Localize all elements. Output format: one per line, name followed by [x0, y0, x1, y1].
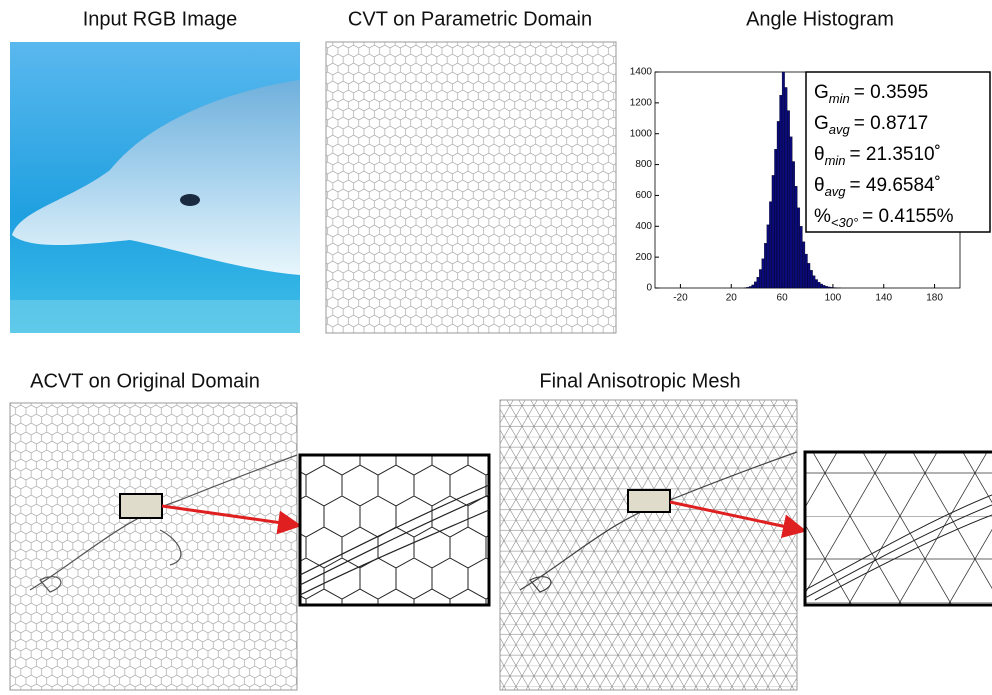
stat-subscript: min: [829, 91, 850, 106]
stat-subscript: <30°: [831, 215, 858, 230]
y-tick-label: 600: [635, 190, 652, 201]
stat-symbol: G: [814, 113, 829, 134]
x-tick-label: 140: [875, 293, 892, 304]
stat-value: = 0.8717: [854, 113, 929, 134]
bar: [772, 175, 775, 288]
stat-symbol: θ: [814, 144, 825, 165]
y-tick-label: 1000: [630, 128, 653, 139]
bar: [747, 287, 750, 288]
chart-title: Angle Histogram: [746, 8, 894, 30]
y-tick-label: 200: [635, 252, 652, 263]
y-tick-label: 800: [635, 159, 652, 170]
bar: [815, 280, 818, 288]
acvt-mesh: [10, 403, 489, 690]
bar: [797, 208, 800, 288]
bar: [802, 242, 805, 288]
stat-subscript: min: [825, 153, 846, 168]
stat-value: = 21.3510˚: [850, 144, 941, 165]
final-mesh: [500, 400, 992, 690]
bar: [808, 263, 811, 288]
stat-value: = 0.3595: [854, 82, 929, 103]
bar: [825, 286, 828, 288]
bar: [777, 121, 780, 288]
bar: [752, 285, 755, 288]
bar: [818, 282, 821, 288]
stat-value: = 0.4155%: [862, 206, 953, 227]
panel-title: ACVT on Original Domain: [30, 370, 260, 392]
x-tick-label: 180: [926, 293, 943, 304]
bar: [769, 202, 772, 288]
stat-symbol: G: [814, 82, 829, 103]
y-tick-label: 1200: [630, 97, 653, 108]
y-tick-label: 0: [646, 283, 652, 294]
x-tick-label: -20: [673, 293, 688, 304]
stat-subscript: avg: [829, 122, 851, 137]
bar: [790, 137, 793, 288]
bar: [805, 254, 808, 288]
panel-title: CVT on Parametric Domain: [348, 8, 592, 30]
bar: [823, 285, 826, 288]
bar: [774, 149, 777, 288]
bar: [795, 186, 798, 288]
bar: [767, 225, 770, 288]
dolphin-photo: [10, 42, 300, 333]
bar: [782, 72, 785, 288]
x-tick-label: 100: [825, 293, 842, 304]
bar: [762, 259, 765, 288]
x-tick-label: 20: [726, 293, 738, 304]
bar: [820, 284, 823, 288]
bar: [749, 286, 752, 288]
bar: [757, 277, 760, 288]
panel-title: Input RGB Image: [83, 8, 238, 30]
bar: [792, 161, 795, 288]
y-tick-label: 400: [635, 221, 652, 232]
bar: [830, 287, 833, 288]
bar: [800, 226, 803, 288]
bar: [759, 269, 762, 288]
panel-title: Final Anisotropic Mesh: [539, 370, 740, 392]
stat-symbol: %: [814, 206, 831, 227]
bar: [828, 287, 831, 288]
bar: [813, 276, 816, 288]
bar: [785, 87, 788, 288]
x-tick-label: 60: [777, 293, 789, 304]
stat-value: = 49.6584˚: [850, 175, 941, 196]
bar: [780, 95, 783, 288]
stat-symbol: θ: [814, 175, 825, 196]
figure: Input RGB Image CVT on Parametric Domain…: [0, 0, 992, 695]
stat-subscript: avg: [825, 184, 847, 199]
bar: [810, 270, 813, 288]
bar: [764, 243, 767, 288]
bar: [787, 111, 790, 288]
cvt-mesh: [326, 42, 616, 333]
bar: [754, 282, 757, 288]
y-tick-label: 1400: [630, 67, 653, 78]
histogram: 0 200 400 600 800 1000 1200 1400 -20 20 60 100 140 18…: [630, 67, 990, 304]
